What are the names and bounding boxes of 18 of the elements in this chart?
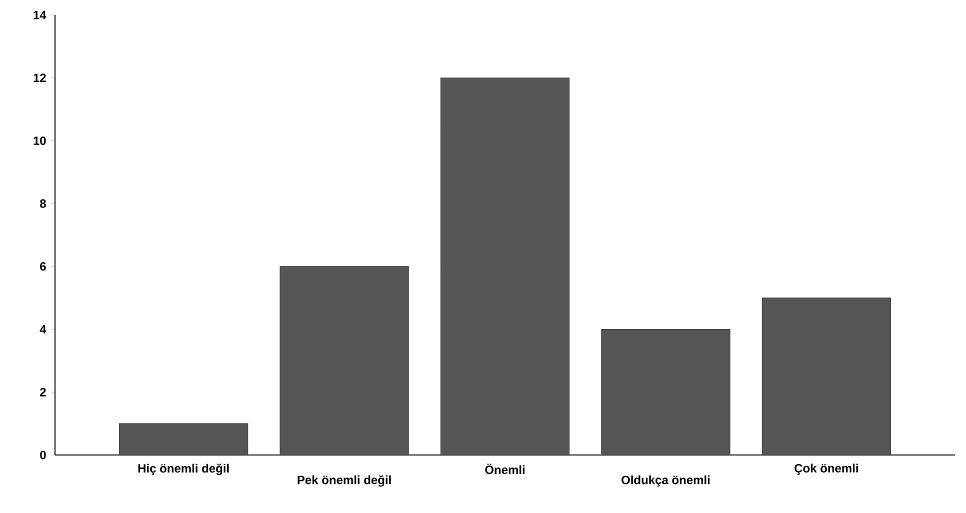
bar: [762, 298, 891, 455]
bar: [119, 423, 248, 455]
x-tick-label: Oldukça önemli: [622, 475, 710, 487]
y-tick-label: 12: [34, 74, 46, 82]
y-tick-label: 14: [34, 10, 46, 20]
y-tick-label: 0: [40, 450, 46, 460]
x-tick-label: Pek önemli değil: [298, 475, 391, 487]
x-tick-label: Hiç önemli değil: [138, 464, 229, 476]
x-tick-label: Çok önemli: [794, 464, 858, 475]
y-tick-label: 6: [40, 262, 46, 271]
bar: [440, 78, 570, 455]
y-tick-label: 10: [34, 136, 46, 145]
x-tick-label: Önemli: [485, 464, 524, 474]
y-tick-label: 2: [40, 388, 46, 396]
bar: [280, 266, 409, 455]
y-tick-label: 8: [40, 199, 46, 208]
y-tick-label: 4: [40, 325, 46, 334]
bar: [601, 329, 730, 455]
